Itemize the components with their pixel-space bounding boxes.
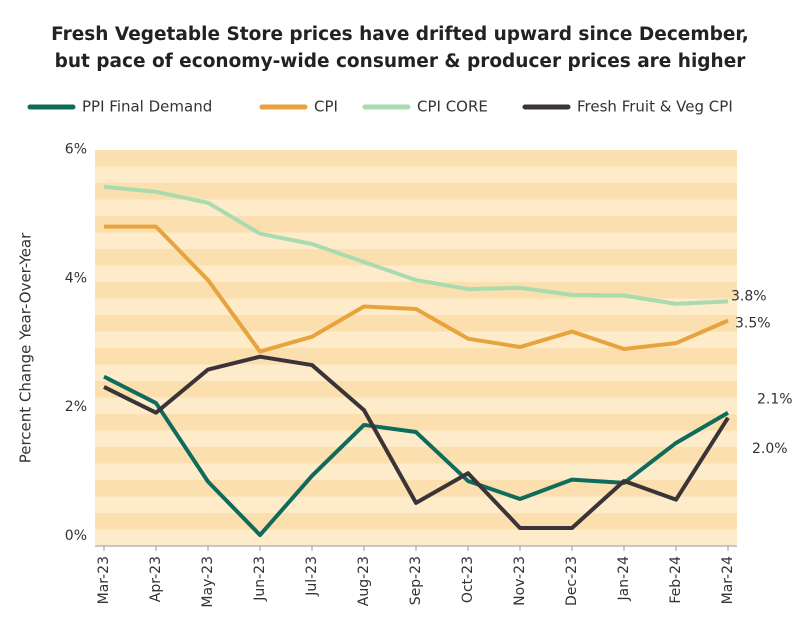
x-tick-label: Dec-23 [564,556,580,606]
legend-label: CPI CORE [417,98,488,116]
x-tick-label: May-23 [200,556,216,608]
y-tick-label: 0% [65,528,87,544]
background-band [95,529,737,547]
legend-label: Fresh Fruit & Veg CPI [577,98,733,116]
background-band [95,364,737,382]
legend-label: CPI [314,98,338,116]
x-tick-label: Jun-23 [252,556,268,602]
x-tick-label: Mar-23 [96,556,112,604]
plot-background [95,150,737,547]
y-tick-label: 6% [65,142,87,158]
background-band [95,348,737,365]
background-band [95,381,737,398]
x-tick-label: Sep-23 [408,556,424,605]
y-tick-label: 4% [65,270,87,286]
value-label: 2.1% [757,392,793,408]
background-band [95,480,737,497]
x-tick-label: Jan-24 [616,556,632,602]
legend-label: PPI Final Demand [82,98,212,116]
x-tick-label: Oct-23 [460,556,476,603]
background-band [95,166,737,184]
value-label: 2.0% [752,441,788,457]
value-label: 3.5% [735,316,771,332]
background-band [95,414,737,431]
value-label: 3.8% [731,288,767,304]
x-tick-label: Apr-23 [148,556,164,602]
background-band [95,513,737,530]
background-band [95,150,737,167]
background-band [95,447,737,464]
x-tick-label: Mar-24 [720,556,736,604]
background-band [95,199,737,217]
chart-title: but pace of economy-wide consumer & prod… [55,51,747,72]
x-tick-label: Jul-23 [304,556,320,597]
chart-title: Fresh Vegetable Store prices have drifte… [51,24,749,45]
line-series [104,224,729,354]
background-band [95,430,737,448]
background-band [95,463,737,481]
x-tick-label: Feb-24 [668,556,684,604]
background-band [95,232,737,250]
background-band [95,298,737,316]
background-band [95,496,737,514]
background-band [95,265,737,283]
background-band [95,183,737,200]
background-band [95,216,737,233]
background-band [95,249,737,266]
background-band [95,315,737,332]
background-band [95,397,737,415]
line-series [103,354,730,530]
y-axis-label: Percent Change Year-Over-Year [17,232,35,463]
y-tick-label: 2% [65,399,87,415]
x-tick-label: Aug-23 [356,556,372,606]
x-tick-label: Nov-23 [512,556,528,606]
line-series [103,184,729,306]
